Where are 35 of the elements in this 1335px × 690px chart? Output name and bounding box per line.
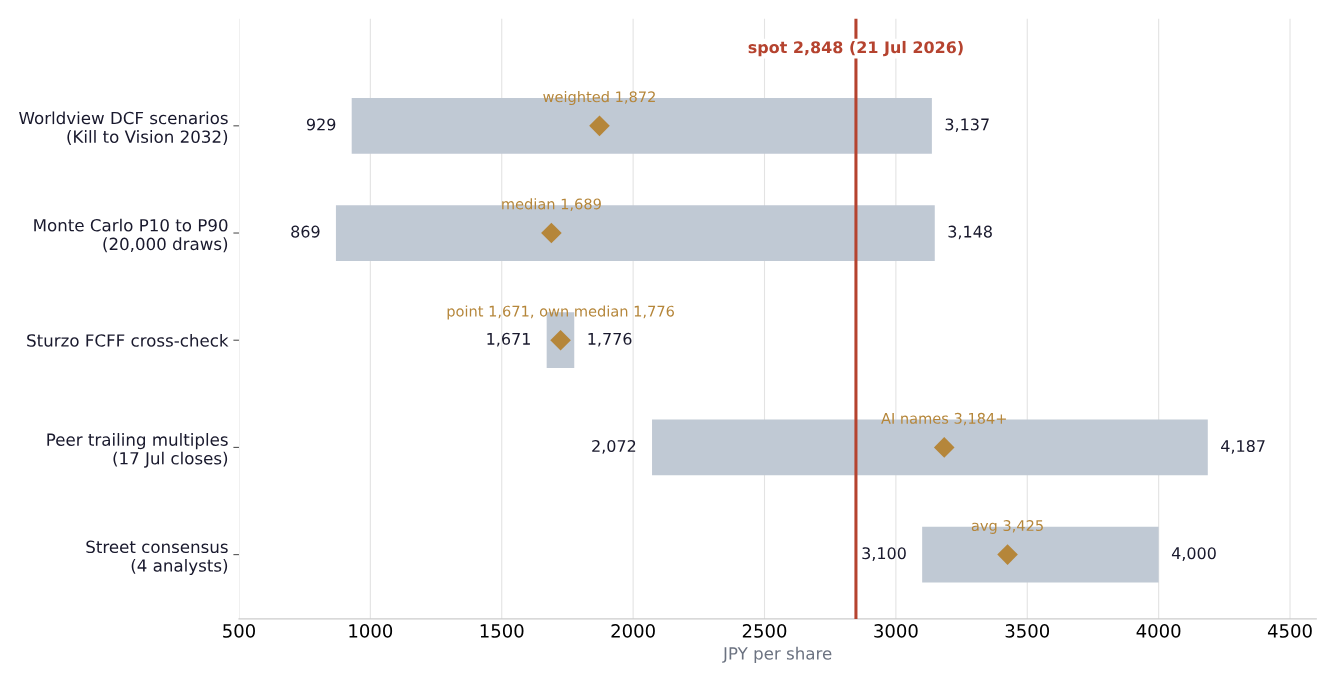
x-tick-label: 1000 [349,624,393,638]
x-tick-label: 500 [223,624,255,638]
annotation: 2,072 [592,439,636,454]
x-tick-label: 4000 [1136,624,1181,638]
annotation: avg 3,425 [971,520,1043,534]
annotation: 4,187 [1221,439,1265,454]
annotation: median 1,689 [502,198,601,211]
x-tick-label: 2500 [742,624,787,638]
y-tick-label: Peer trailing multiples (17 Jul closes) [47,433,228,468]
y-tick-label: Street consensus (4 analysts) [86,540,228,576]
annotation: 3,100 [862,547,906,561]
annotation: 1,776 [588,332,632,347]
x-axis-title: JPY per share [722,646,832,663]
annotation: point 1,671, own median 1,776 [447,305,674,320]
annotation: 3,148 [948,225,992,240]
x-tick-label: 3000 [874,624,918,638]
annotation: 4,000 [1171,547,1216,561]
y-tick-label: Worldview DCF scenarios (Kill to Vision 2032) [19,111,228,145]
point [933,437,955,458]
y-tick-label: Sturzo FCFF cross-check [27,333,229,347]
annotation: AI names 3,184+ [881,412,1006,426]
point [589,115,610,137]
x-tick-label: 1500 [480,624,524,638]
annotation: 869 [291,225,320,238]
x-tick-label: 4500 [1267,624,1312,638]
annotation: 1,671 [487,332,530,347]
y-tick-label: Monte Carlo P10 to P90 (20,000 draws) [34,218,228,253]
x-tick-label: 3500 [1005,624,1050,638]
ref-line-label: spot 2,848 (21 Jul 2026) [748,40,963,57]
annotation: 3,137 [945,118,989,133]
annotation: 929 [306,118,336,131]
x-tick-label: 2000 [611,624,655,638]
annotation: weighted 1,872 [543,90,655,106]
point [997,544,1018,565]
point [541,222,562,244]
